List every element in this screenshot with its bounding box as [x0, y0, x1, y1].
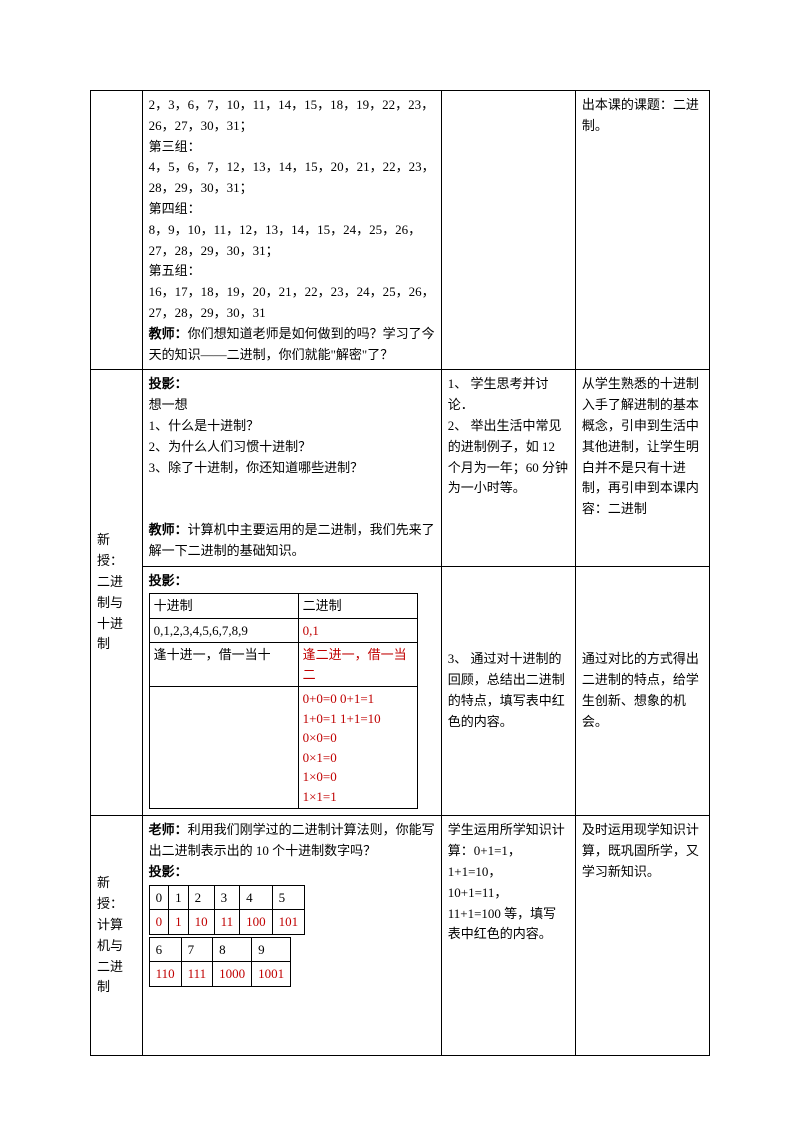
- cell: 0+0=0 0+1=1 1+0=1 1+1=10 0×0=0 0×1=0 1×0…: [298, 687, 417, 809]
- cell: 101: [272, 910, 305, 935]
- text: 第五组：: [149, 263, 201, 278]
- cell: 0: [149, 910, 169, 935]
- cell: 4: [240, 885, 273, 910]
- text: 2，3，6，7，10，11，14，15，18，19，22，23，26，27，30…: [149, 97, 435, 133]
- cell: 逢十进一，借一当十: [149, 643, 298, 687]
- text: 3、除了十进制，你还知道哪些进制？: [149, 460, 364, 475]
- text: 想一想: [149, 397, 188, 412]
- cell: 9: [252, 937, 291, 962]
- teacher-label: 教师：: [149, 522, 188, 537]
- cell: 1: [169, 885, 189, 910]
- text: 4，5，6，7，12，13，14，15，20，21，22，23，28，29，30…: [149, 159, 435, 195]
- cell: 逢二进一，借一当二: [298, 643, 417, 687]
- cell: 二进制: [298, 594, 417, 619]
- teaching-content: 投影： 想一想 1、什么是十进制？ 2、为什么人们习惯十进制？ 3、除了十进制，…: [142, 370, 441, 566]
- student-activity: 1、 学生思考并讨论． 2、 举出生活中常见的进制例子，如 12 个月为一年；6…: [441, 370, 575, 566]
- cell: 十进制: [149, 594, 298, 619]
- text: 利用我们刚学过的二进制计算法则，你能写出二进制表示出的 10 个十进制数字吗？: [149, 822, 435, 858]
- cell: 8: [213, 937, 252, 962]
- binary-digits-table: 0 1 2 3 4 5 0 1 10 11 100 101: [149, 885, 306, 935]
- text: 计算机中主要运用的是二进制，我们先来了解一下二进制的基础知识。: [149, 522, 435, 558]
- cell: 5: [272, 885, 305, 910]
- cell: 100: [240, 910, 273, 935]
- table-row: 新授：二进制与十进制 投影： 想一想 1、什么是十进制？ 2、为什么人们习惯十进…: [91, 370, 710, 566]
- teaching-content: 投影： 十进制 二进制 0,1,2,3,4,5,6,7,8,9 0,1 逢十进一…: [142, 566, 441, 816]
- teaching-content: 2，3，6，7，10，11，14，15，18，19，22，23，26，27，30…: [142, 91, 441, 370]
- student-activity: [441, 91, 575, 370]
- table-row: 新授：计算机与二进制 老师：利用我们刚学过的二进制计算法则，你能写出二进制表示出…: [91, 816, 710, 1056]
- cell: 7: [181, 937, 213, 962]
- cell: [149, 687, 298, 809]
- table-row: 2，3，6，7，10，11，14，15，18，19，22，23，26，27，30…: [91, 91, 710, 370]
- text: 你们想知道老师是如何做到的吗？学习了今天的知识——二进制，你们就能"解密"了？: [149, 326, 435, 362]
- text: 第三组：: [149, 139, 201, 154]
- cell: 1001: [252, 962, 291, 987]
- projection-label: 投影：: [149, 864, 188, 879]
- cell: 2: [188, 885, 214, 910]
- teacher-label: 老师：: [149, 822, 188, 837]
- cell: 0,1,2,3,4,5,6,7,8,9: [149, 618, 298, 643]
- binary-digits-table-2: 6 7 8 9 110 111 1000 1001: [149, 937, 292, 987]
- student-activity: 学生运用所学知识计算：0+1=1， 1+1=10， 10+1=11， 11+1=…: [441, 816, 575, 1056]
- cell: 10: [188, 910, 214, 935]
- cell: 0,1: [298, 618, 417, 643]
- projection-label: 投影：: [149, 376, 188, 391]
- text: 第四组：: [149, 201, 201, 216]
- text: 8，9，10，11，12，13，14，15，24，25，26，27，28，29，…: [149, 222, 422, 258]
- text: 2、为什么人们习惯十进制？: [149, 439, 312, 454]
- text: 16，17，18，19，20，21，22，23，24，25，26，27，28，2…: [149, 284, 435, 320]
- table-row: 投影： 十进制 二进制 0,1,2,3,4,5,6,7,8,9 0,1 逢十进一…: [91, 566, 710, 816]
- cell: 111: [181, 962, 213, 987]
- design-note: 从学生熟悉的十进制入手了解进制的基本概念，引申到生活中其他进制，让学生明白并不是…: [575, 370, 709, 566]
- cell: 1: [169, 910, 189, 935]
- section-label: 新授：二进制与十进制: [91, 370, 143, 816]
- cell: 11: [214, 910, 240, 935]
- cell: 1000: [213, 962, 252, 987]
- cell: 6: [149, 937, 181, 962]
- cell: 0: [149, 885, 169, 910]
- section-label: [91, 91, 143, 370]
- design-note: 及时运用现学知识计算，既巩固所学，又学习新知识。: [575, 816, 709, 1056]
- teaching-content: 老师：利用我们刚学过的二进制计算法则，你能写出二进制表示出的 10 个十进制数字…: [142, 816, 441, 1056]
- projection-label: 投影：: [149, 573, 188, 588]
- design-note: 出本课的课题：二进制。: [575, 91, 709, 370]
- cell: 110: [149, 962, 181, 987]
- decimal-binary-table: 十进制 二进制 0,1,2,3,4,5,6,7,8,9 0,1 逢十进一，借一当…: [149, 593, 418, 809]
- lesson-plan-table: 2，3，6，7，10，11，14，15，18，19，22，23，26，27，30…: [90, 90, 710, 1056]
- text: 1、什么是十进制？: [149, 418, 260, 433]
- section-label: 新授：计算机与二进制: [91, 816, 143, 1056]
- teacher-label: 教师：: [149, 326, 188, 341]
- student-activity: 3、 通过对十进制的回顾，总结出二进制的特点，填写表中红色的内容。: [441, 566, 575, 816]
- design-note: 通过对比的方式得出二进制的特点，给学生创新、想象的机会。: [575, 566, 709, 816]
- cell: 3: [214, 885, 240, 910]
